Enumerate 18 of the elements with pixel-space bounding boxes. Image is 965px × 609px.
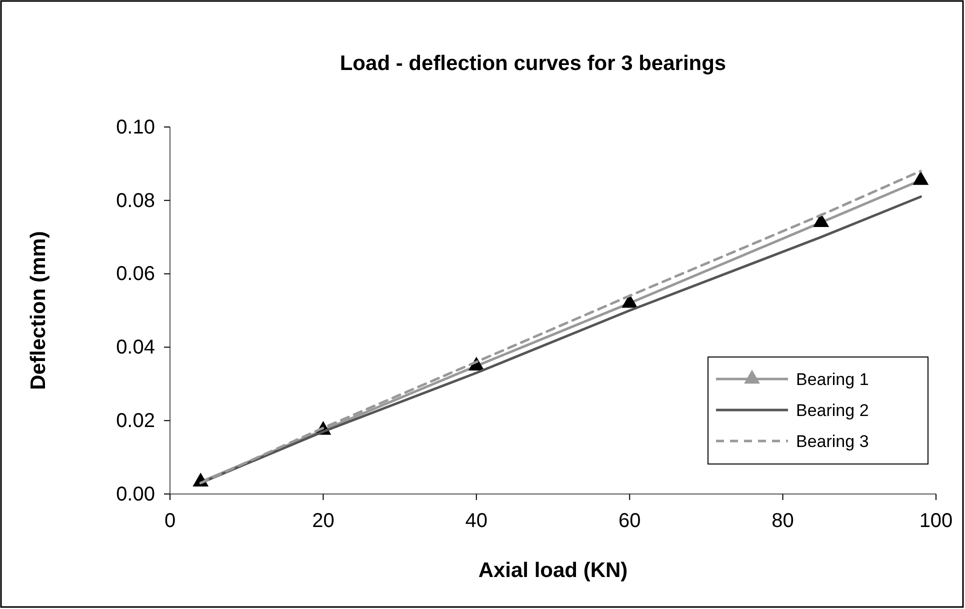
y-axis-title: Deflection (mm) xyxy=(27,231,50,390)
x-tick-label: 60 xyxy=(618,510,641,532)
y-tick-label: 0.06 xyxy=(116,263,155,286)
x-tick-label: 0 xyxy=(164,510,176,532)
legend-label: Bearing 3 xyxy=(796,432,869,451)
legend-label: Bearing 1 xyxy=(796,370,869,389)
legend-label: Bearing 2 xyxy=(796,401,869,420)
x-tick-label: 100 xyxy=(919,510,953,532)
y-tick-label: 0.04 xyxy=(116,336,155,359)
y-tick-label: 0.00 xyxy=(116,483,155,506)
x-tick-label: 40 xyxy=(465,510,488,532)
chart-title: Load - deflection curves for 3 bearings xyxy=(340,52,726,75)
x-tick-label: 80 xyxy=(772,510,794,532)
y-tick-label: 0.08 xyxy=(116,190,155,212)
y-tick-label: 0.10 xyxy=(116,116,155,138)
x-tick-label: 20 xyxy=(312,510,334,532)
x-axis-title: Axial load (KN) xyxy=(478,559,628,582)
y-tick-label: 0.02 xyxy=(116,410,155,432)
